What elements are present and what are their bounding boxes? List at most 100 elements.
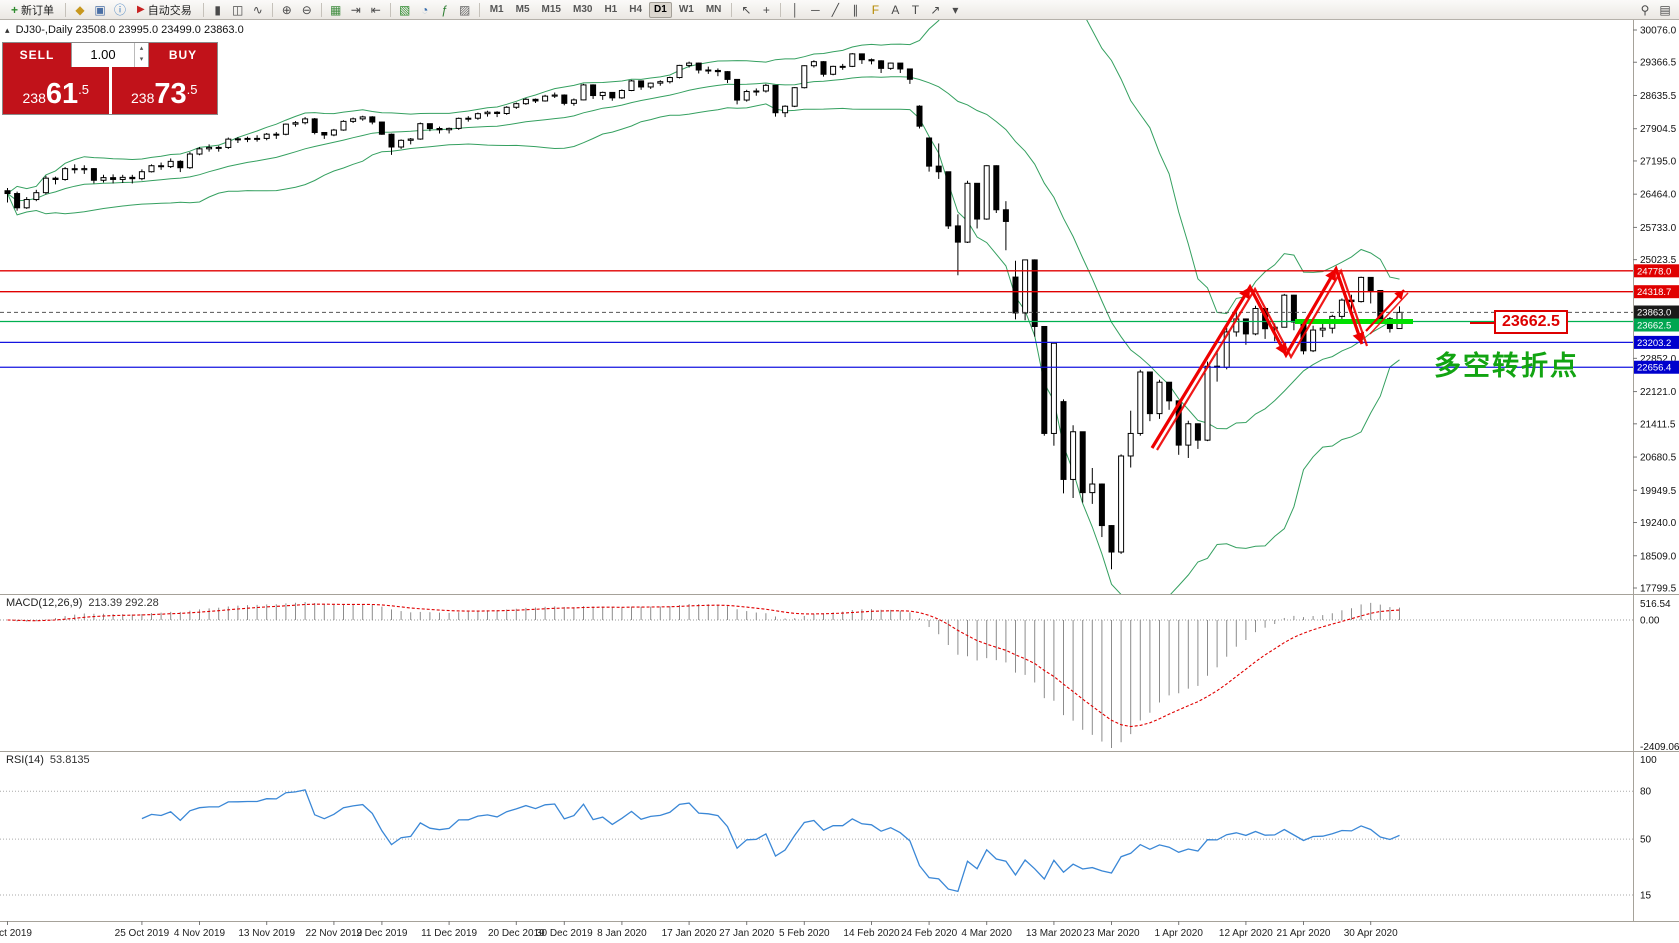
price-divider: [108, 67, 112, 114]
svg-text:23203.2: 23203.2: [1637, 338, 1671, 349]
fibonacci-icon[interactable]: F: [871, 2, 880, 17]
collapse-icon[interactable]: ▴: [5, 25, 10, 35]
market-watch-icon[interactable]: ▣: [94, 2, 106, 17]
tool-dropdown-icon[interactable]: ▾: [952, 2, 959, 17]
svg-text:27 Jan 2020: 27 Jan 2020: [719, 928, 774, 939]
buy-price-sup: .5: [186, 82, 198, 97]
svg-text:23863.0: 23863.0: [1637, 308, 1671, 319]
svg-text:1 Apr 2020: 1 Apr 2020: [1155, 928, 1204, 939]
new-order-label: 新订单: [21, 4, 55, 17]
rsi-name: RSI(14): [6, 754, 44, 766]
svg-text:12 Apr 2020: 12 Apr 2020: [1219, 928, 1273, 939]
horizontal-line-icon[interactable]: ─: [811, 2, 820, 17]
macd-values: 213.39 292.28: [88, 597, 159, 609]
cursor-icon[interactable]: ↖: [741, 2, 752, 17]
svg-text:4 Mar 2020: 4 Mar 2020: [961, 928, 1012, 939]
toolbar-separator: [780, 2, 782, 17]
svg-text:17799.5: 17799.5: [1640, 584, 1677, 595]
chart-icons-group: ▮ ◫ ∿ ⊕ ⊖ ▦ ⇥ ⇤ ▧ ◔ ƒ ▨: [208, 1, 475, 18]
timeframe-h4[interactable]: H4: [629, 4, 643, 15]
buy-button[interactable]: BUY: [149, 43, 217, 67]
macd-panel: 516.54 0.00 -2409.06: [0, 599, 1679, 753]
timeframe-m15[interactable]: M15: [541, 4, 561, 15]
crosshair-icon[interactable]: +: [762, 2, 770, 17]
timeframe-m1[interactable]: M1: [489, 4, 504, 15]
layout-icon[interactable]: ▤: [1659, 2, 1671, 17]
system-icons-group: ◆ ▣ ⓘ: [70, 1, 130, 19]
timeframe-h1[interactable]: H1: [604, 4, 618, 15]
svg-text:20680.5: 20680.5: [1640, 453, 1677, 464]
sell-price-sup: .5: [78, 82, 89, 97]
volume-spinner[interactable]: ▴ ▾: [134, 43, 148, 67]
chart-shift-icon[interactable]: ⇤: [370, 2, 381, 17]
volume-field[interactable]: 1.00 ▴ ▾: [71, 43, 149, 67]
zoom-out-icon[interactable]: ⊖: [301, 2, 312, 17]
svg-text:21411.5: 21411.5: [1640, 419, 1676, 430]
label-icon[interactable]: T: [911, 2, 920, 17]
svg-text:30 Dec 2019: 30 Dec 2019: [536, 928, 593, 939]
channel-icon[interactable]: ∥: [852, 2, 859, 17]
main-toolbar: + 新订单 ◆ ▣ ⓘ ▶ 自动交易 ▮ ◫ ∿ ⊕ ⊖ ▦ ⇥ ⇤ ▧ ◔ ƒ ▨ M1 M5 M15 M30…: [0, 0, 1679, 20]
svg-text:20 Dec 2019: 20 Dec 2019: [488, 928, 545, 939]
buy-price[interactable]: 238 73.5: [111, 67, 217, 114]
svg-text:19240.0: 19240.0: [1640, 518, 1677, 529]
alerts-icon[interactable]: ◆: [75, 2, 85, 17]
svg-text:22656.4: 22656.4: [1637, 363, 1671, 374]
sell-price-big: 61: [45, 78, 79, 110]
turning-point-note: 多空转折点: [1434, 351, 1579, 381]
timeframe-mn[interactable]: MN: [705, 4, 722, 15]
svg-text:-2409.06: -2409.06: [1640, 742, 1679, 753]
auto-scroll-icon[interactable]: ⇥: [350, 2, 361, 17]
one-click-trading-panel: SELL 1.00 ▴ ▾ BUY 238 61.5 238 73.5: [2, 42, 218, 115]
info-icon[interactable]: ⓘ: [114, 2, 127, 17]
symbol-ohlc-text: DJ30-,Daily 23508.0 23995.0 23499.0 2386…: [15, 24, 244, 36]
svg-text:28635.5: 28635.5: [1640, 91, 1677, 102]
vertical-line-icon[interactable]: │: [791, 2, 800, 17]
templates-icon[interactable]: ▨: [459, 2, 471, 17]
toolbar-separator: [389, 2, 391, 17]
indicators-icon[interactable]: ƒ: [441, 2, 449, 17]
svg-text:21 Apr 2020: 21 Apr 2020: [1277, 928, 1331, 939]
svg-text:25 Oct 2019: 25 Oct 2019: [115, 928, 170, 939]
search-icon[interactable]: ⚲: [1640, 2, 1650, 17]
price-axis: 30076.0 29366.5 28635.5 27904.5 27195.0 26464…: [1633, 19, 1679, 921]
svg-text:22852.0: 22852.0: [1640, 354, 1677, 365]
svg-text:11 Dec 2019: 11 Dec 2019: [421, 928, 477, 939]
text-icon[interactable]: A: [891, 2, 900, 17]
svg-text:30076.0: 30076.0: [1640, 26, 1677, 37]
svg-text:27195.0: 27195.0: [1640, 156, 1677, 167]
auto-trading-button[interactable]: ▶ 自动交易: [130, 1, 199, 19]
svg-text:19949.5: 19949.5: [1640, 486, 1677, 497]
svg-text:8 Jan 2020: 8 Jan 2020: [597, 928, 647, 939]
toolbar-separator: [202, 2, 204, 17]
arrows-tool-icon[interactable]: ↗: [930, 2, 941, 17]
macd-name: MACD(12,26,9): [6, 597, 83, 609]
tile-windows-icon[interactable]: ▦: [330, 2, 342, 17]
auto-trading-icon: ▶: [137, 4, 145, 15]
new-chart-icon[interactable]: ▧: [399, 2, 411, 17]
svg-text:17 Jan 2020: 17 Jan 2020: [662, 928, 717, 939]
rsi-value: 53.8135: [49, 754, 90, 766]
timeframe-m5[interactable]: M5: [515, 4, 530, 15]
auto-trading-label: 自动交易: [147, 4, 192, 17]
trendline-icon[interactable]: ╱: [831, 2, 839, 17]
new-order-button[interactable]: + 新订单: [4, 1, 61, 19]
period-clock-icon[interactable]: ◔: [421, 2, 429, 17]
spinner-up-icon[interactable]: ▴: [139, 45, 144, 52]
line-chart-icon[interactable]: ∿: [252, 2, 263, 17]
rsi-panel: 100 80 50 15: [0, 755, 1657, 902]
svg-text:100: 100: [1640, 755, 1657, 766]
toolbar-separator: [478, 2, 480, 17]
timeframe-w1[interactable]: W1: [678, 4, 694, 15]
sell-button[interactable]: SELL: [3, 43, 71, 67]
sell-price[interactable]: 238 61.5: [3, 67, 109, 114]
zoom-in-icon[interactable]: ⊕: [281, 2, 292, 17]
svg-text:24318.7: 24318.7: [1637, 287, 1671, 298]
timeframe-d1[interactable]: D1: [649, 1, 672, 18]
timeframe-m30[interactable]: M30: [572, 4, 593, 15]
bar-chart-icon[interactable]: ▮: [214, 2, 222, 17]
svg-text:13 Nov 2019: 13 Nov 2019: [238, 928, 295, 939]
spinner-down-icon[interactable]: ▾: [139, 56, 144, 63]
candlestick-chart-icon[interactable]: ◫: [232, 2, 244, 17]
